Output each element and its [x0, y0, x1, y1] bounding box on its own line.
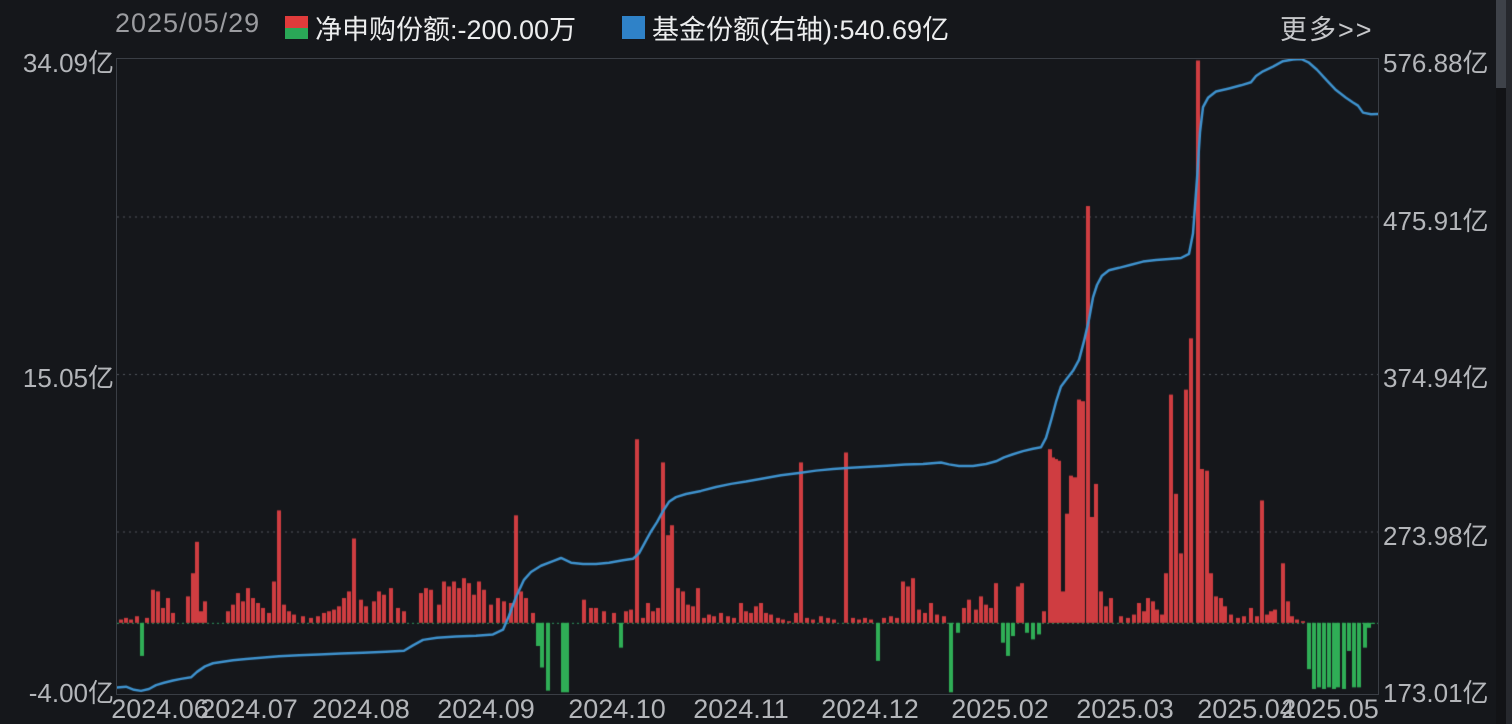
x-axis-tick: 2024.07	[200, 694, 298, 724]
red-half	[285, 16, 308, 28]
left-axis-tick: 34.09亿	[22, 48, 114, 78]
x-axis-tick: 2025.03	[1076, 694, 1174, 724]
right-axis-tick: 173.01亿	[1383, 678, 1489, 708]
scrollbar-thumb[interactable]	[1496, 0, 1506, 88]
right-axis-tick: 273.98亿	[1383, 520, 1489, 551]
right-axis-tick: 374.94亿	[1383, 363, 1489, 393]
bar-legend-swatch-icon	[285, 16, 308, 39]
x-axis-tick: 2024.10	[568, 694, 666, 724]
plot-area[interactable]	[116, 58, 1379, 695]
x-axis-tick: 2025.05	[1281, 694, 1379, 724]
green-half	[285, 27, 308, 39]
scrollbar-track[interactable]	[1496, 0, 1506, 724]
right-axis-tick: 576.88亿	[1383, 48, 1489, 78]
right-edge-divider	[1506, 0, 1512, 724]
right-axis-tick: 475.91亿	[1383, 205, 1489, 236]
chart-canvas[interactable]	[117, 59, 1378, 694]
legend-net-subscription[interactable]: 净申购份额:-200.00万	[285, 8, 576, 47]
x-axis-tick: 2025.02	[951, 694, 1049, 724]
left-axis-tick: 15.05亿	[22, 363, 114, 393]
x-axis-tick: 2024.11	[693, 694, 789, 724]
legend-net-subscription-text: 净申购份额:-200.00万	[315, 15, 577, 45]
line-legend-swatch-icon	[622, 16, 645, 39]
x-axis-tick: 2025.04	[1197, 694, 1295, 724]
x-axis-tick: 2024.08	[312, 694, 410, 724]
x-axis-tick: 2024.09	[437, 694, 535, 724]
x-axis-tick: 2024.12	[821, 694, 919, 724]
date-label: 2025/05/29	[115, 8, 261, 38]
legend-fund-shares-text: 基金份额(右轴):540.69亿	[652, 15, 950, 45]
chart-header: 2025/05/29 净申购份额:-200.00万 基金份额(右轴):540.6…	[0, 0, 1512, 48]
legend-fund-shares[interactable]: 基金份额(右轴):540.69亿	[622, 8, 949, 47]
left-axis-tick: -4.00亿	[28, 678, 114, 708]
x-axis-tick: 2024.06	[111, 694, 209, 724]
more-link[interactable]: 更多>>	[1280, 15, 1374, 45]
